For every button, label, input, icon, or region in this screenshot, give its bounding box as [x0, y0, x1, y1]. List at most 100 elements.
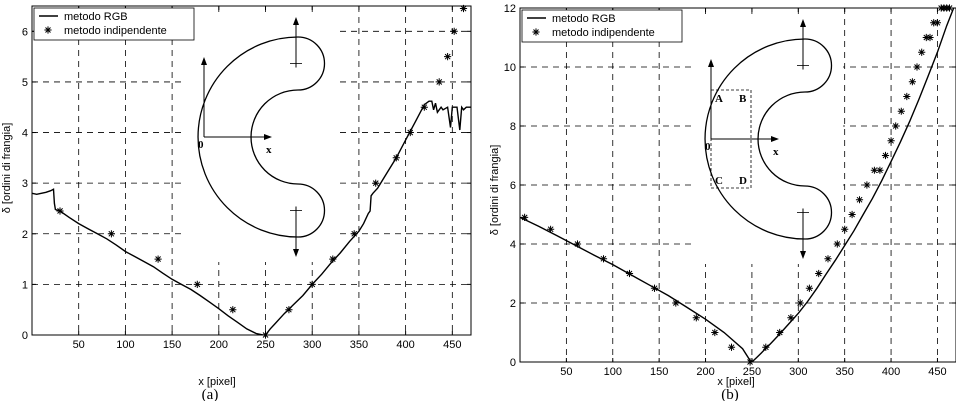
- y-tick-label: 0: [22, 330, 28, 342]
- x-tick-label: 450: [928, 366, 946, 378]
- data-point-star: [711, 328, 719, 337]
- x-tick-label: 100: [604, 366, 622, 378]
- data-point-star: [285, 306, 293, 314]
- x-tick-label: 100: [116, 339, 134, 351]
- inset-origin-label-a: 0: [198, 139, 204, 151]
- data-point-star: [892, 122, 900, 130]
- data-point-star: [926, 33, 934, 42]
- x-tick-label: 150: [163, 339, 181, 351]
- data-point-star: [650, 284, 659, 292]
- inset-background-a: [186, 17, 336, 262]
- inset-x-label-b: x: [773, 146, 779, 158]
- data-point-star: [392, 154, 400, 162]
- data-point-star: [727, 343, 736, 351]
- axis-a: 50 100 150 200 250 300 350 400 450 0 1 2 3 4 5 6: [22, 5, 472, 351]
- data-point-star: [918, 48, 926, 56]
- inset-x-arrowhead-a: [264, 134, 272, 140]
- x-tick-label: 200: [696, 366, 714, 378]
- x-tick-label: 250: [743, 366, 761, 378]
- legend-b: metodo RGB metodo indipendente: [521, 9, 683, 43]
- x-axis-label-a: x [pixel]: [198, 376, 235, 388]
- data-point-star: [193, 280, 201, 288]
- inspection-box-b: [710, 89, 752, 189]
- x-tick-label: 200: [210, 339, 228, 351]
- data-point-star: [841, 225, 849, 233]
- data-point-star: [922, 33, 930, 42]
- y-tick-label: 2: [22, 229, 28, 241]
- y-tick-label: 8: [510, 121, 516, 133]
- data-layer-a: [32, 4, 471, 339]
- caption-b: (b): [721, 387, 739, 401]
- x-tick-label: 400: [882, 366, 900, 378]
- axis-b: 50 100 150 200 250 300 350 400 450 0 2 4 6 8 10 12: [504, 3, 956, 378]
- inset-background-b: [693, 19, 843, 264]
- x-tick-label: 300: [789, 366, 807, 378]
- data-point-star: [824, 255, 832, 263]
- x-tick-label: 50: [560, 366, 572, 378]
- data-point-star: [887, 137, 895, 145]
- data-point-star: [459, 4, 468, 13]
- data-point-star: [897, 107, 905, 115]
- specimen-outline-a: [197, 36, 326, 238]
- data-point-star: [420, 103, 428, 111]
- data-point-star: [855, 196, 864, 204]
- data-point-star: [229, 306, 237, 314]
- data-point-star: [692, 314, 700, 322]
- legend-label: metodo RGB: [64, 11, 128, 23]
- data-point-star: [930, 19, 938, 27]
- y-tick-label: 1: [22, 279, 28, 291]
- load-arrowhead-top-b: [800, 19, 806, 27]
- y-tick-label: 6: [22, 26, 28, 38]
- y-tick-label: 4: [510, 239, 516, 251]
- data-point-star: [787, 314, 795, 322]
- x-tick-label: 250: [256, 339, 274, 351]
- data-point-star: [56, 207, 64, 215]
- x-tick-label: 350: [836, 366, 854, 378]
- y-tick-label: 3: [22, 178, 28, 190]
- chart-panel-b: 0 x A B C D 50 100 150 200 250 300 350 400 450 0 2 4 6 8 10…: [489, 3, 956, 401]
- plot-frame-a: [31, 5, 472, 336]
- data-point-star: [107, 230, 115, 238]
- data-point-star: [881, 151, 890, 160]
- data-point-star: [372, 179, 380, 187]
- data-point-star: [435, 78, 443, 86]
- x-tick-label: 150: [650, 366, 668, 378]
- data-point-star: [876, 166, 884, 174]
- y-tick-label: 5: [22, 77, 28, 89]
- data-point-star: [521, 213, 529, 221]
- legend-box-a: [33, 7, 195, 41]
- caption-a: (a): [202, 387, 219, 401]
- data-point-star: [863, 181, 871, 189]
- data-point-star: [805, 284, 813, 292]
- data-point-star: [350, 230, 358, 238]
- y-tick-label: 10: [504, 62, 516, 74]
- data-point-star: [796, 299, 804, 307]
- inset-x-arrowhead-b: [771, 136, 779, 142]
- y-tick-label: 2: [510, 298, 516, 310]
- x-tick-label: 400: [396, 339, 414, 351]
- inset-corner-label-c-b: C: [715, 175, 723, 187]
- data-point-star: [908, 78, 916, 86]
- series-line-rgb-b: [520, 8, 955, 362]
- legend-star-swatch: [44, 26, 52, 34]
- legend-label: metodo RGB: [552, 13, 616, 25]
- data-point-star: [573, 240, 582, 248]
- x-tick-label: 450: [443, 339, 461, 351]
- data-point-star: [308, 280, 316, 288]
- data-point-star: [599, 255, 608, 263]
- legend-label: metodo indipendente: [64, 25, 167, 37]
- legend-star-swatch: [532, 28, 540, 36]
- load-arrowhead-bottom-a: [293, 249, 299, 257]
- x-axis-label-b: x [pixel]: [717, 376, 754, 388]
- y-axis-label-a: δ [ordini di frangia]: [1, 123, 13, 214]
- y-tick-label: 12: [504, 3, 516, 15]
- specimen-outline-b: [704, 38, 833, 240]
- legend-label: metodo indipendente: [552, 27, 655, 39]
- legend-a: metodo RGB metodo indipendente: [33, 7, 195, 41]
- inset-corner-label-a-b: A: [715, 93, 723, 105]
- inset-x-label-a: x: [266, 144, 272, 156]
- y-tick-label: 6: [510, 180, 516, 192]
- data-point-star: [406, 128, 414, 137]
